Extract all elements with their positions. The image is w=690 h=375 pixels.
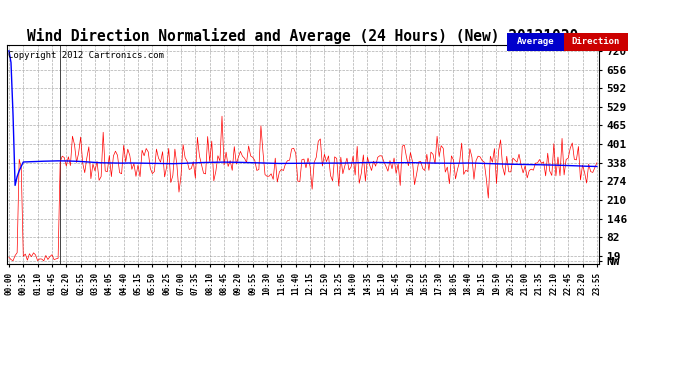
Text: Average: Average bbox=[517, 37, 554, 46]
Text: Copyright 2012 Cartronics.com: Copyright 2012 Cartronics.com bbox=[8, 51, 164, 60]
Text: Direction: Direction bbox=[571, 37, 620, 46]
Title: Wind Direction Normalized and Average (24 Hours) (New) 20121030: Wind Direction Normalized and Average (2… bbox=[28, 28, 578, 44]
